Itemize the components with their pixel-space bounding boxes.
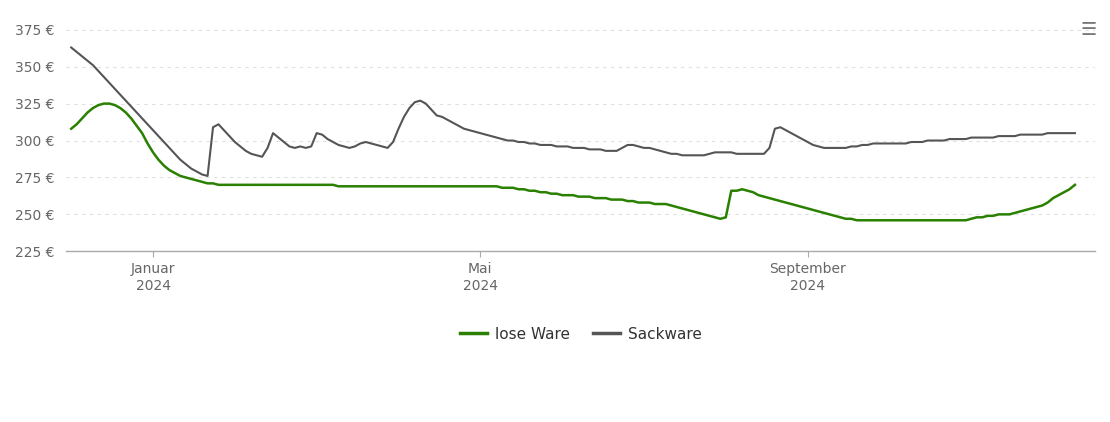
Legend: lose Ware, Sackware: lose Ware, Sackware [454, 320, 708, 348]
Text: ☰: ☰ [1080, 21, 1097, 39]
